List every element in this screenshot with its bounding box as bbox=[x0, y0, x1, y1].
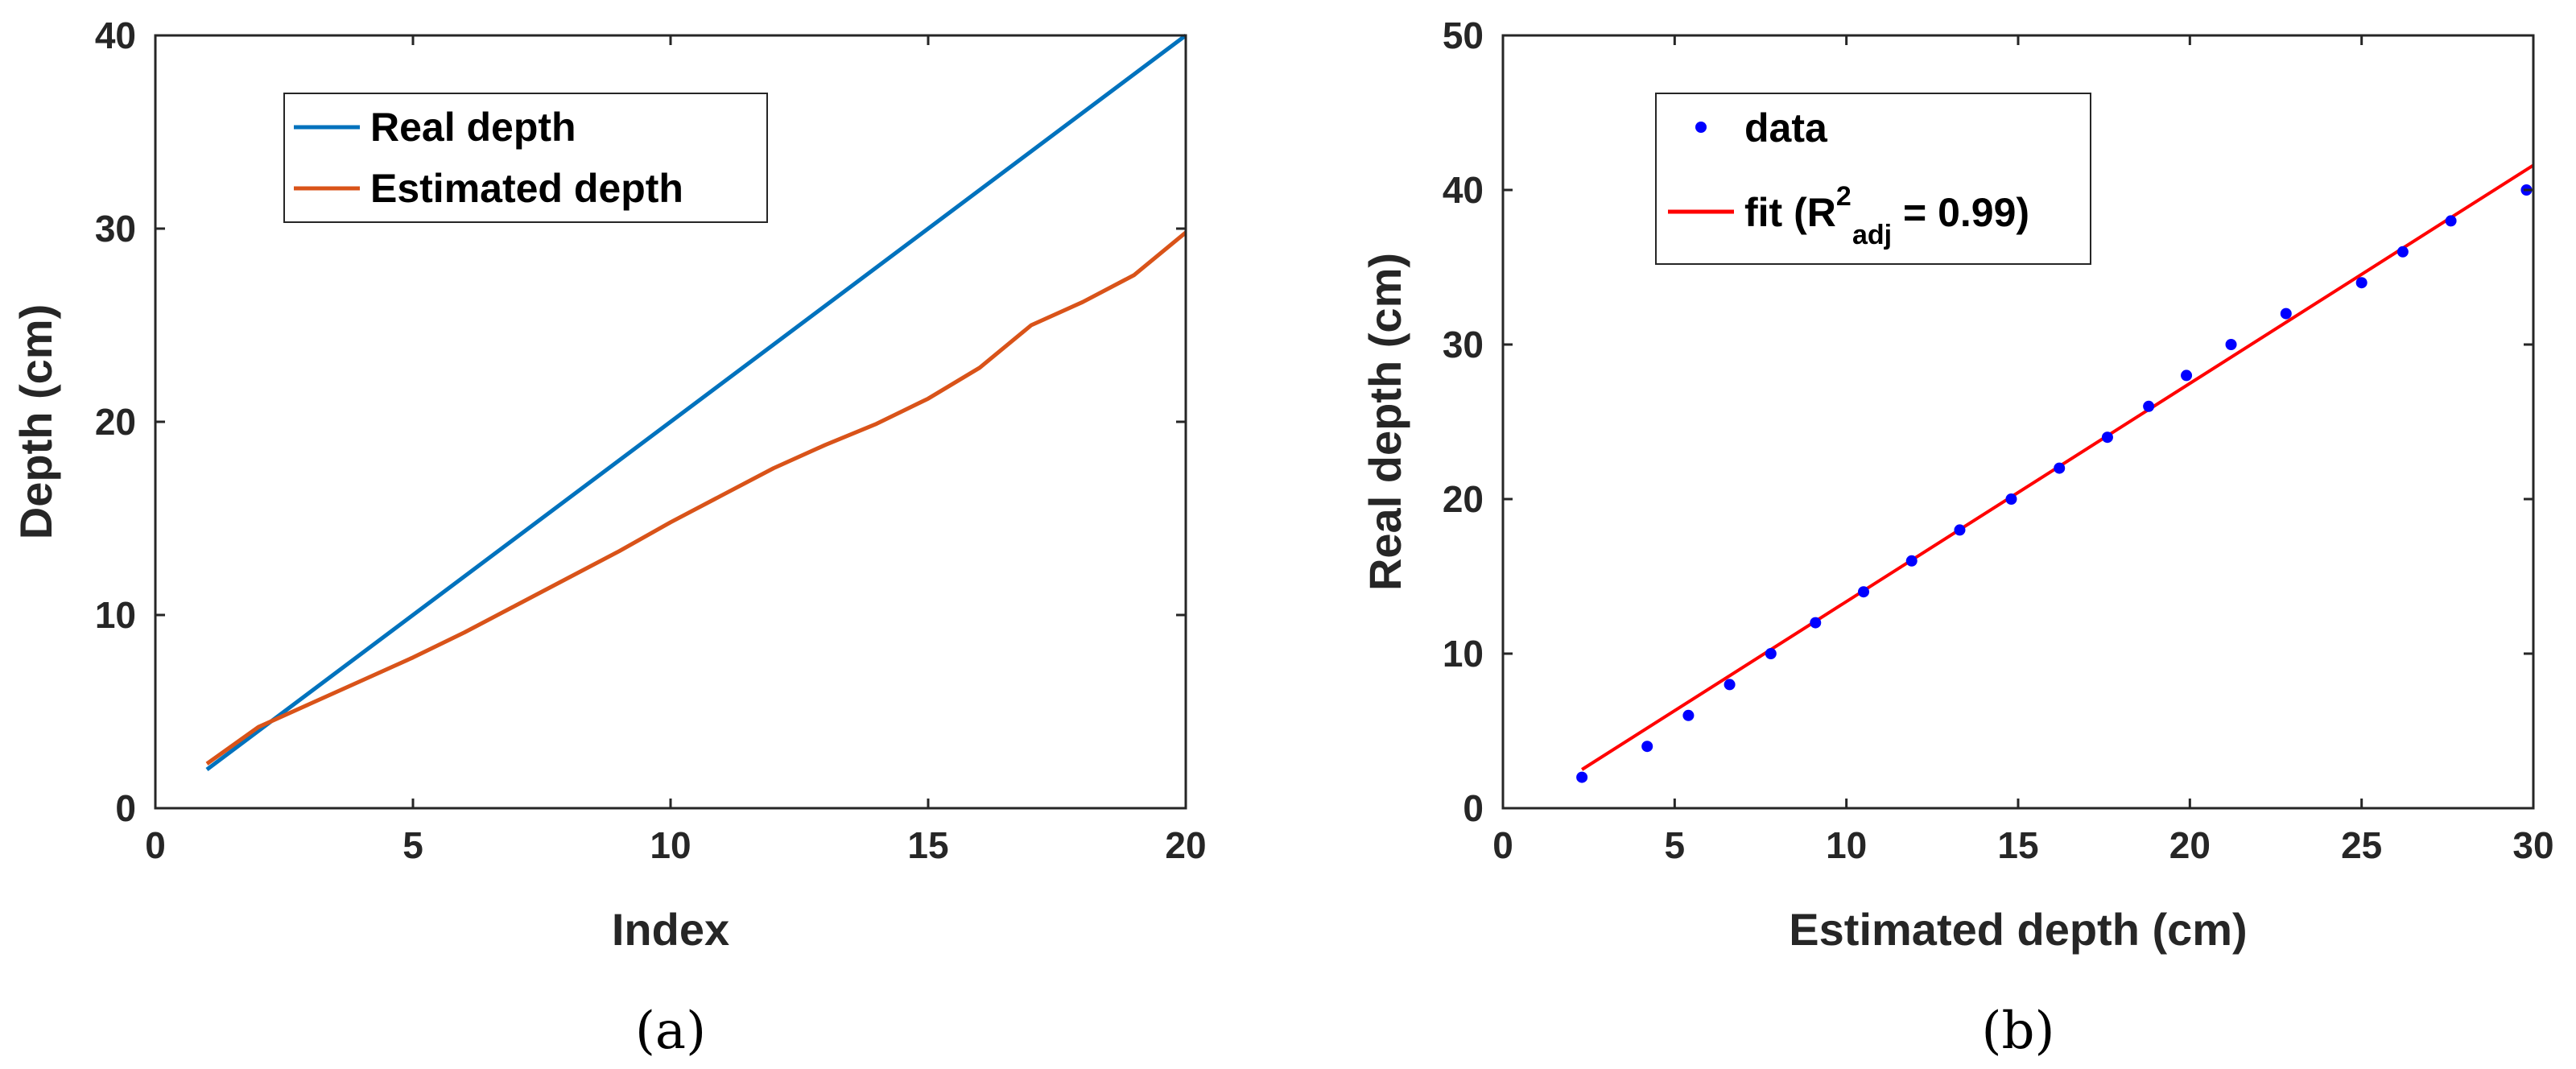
chart-a-xtick-label: 10 bbox=[650, 824, 691, 866]
series-estimated-depth-line bbox=[205, 230, 1187, 766]
chart-b-xtick-label: 5 bbox=[1665, 824, 1686, 866]
legend-fit-label: fit (R2adj = 0.99) bbox=[1744, 181, 2029, 250]
chart-b-xtick-label: 10 bbox=[1826, 824, 1867, 866]
panel-a-label: (a) bbox=[635, 1001, 706, 1061]
series-real-depth-line bbox=[205, 34, 1187, 771]
data-point bbox=[2355, 277, 2368, 289]
data-point bbox=[2054, 462, 2066, 474]
chart-b-ytick-label: 30 bbox=[1443, 324, 1484, 365]
chart-a-ytick-label: 20 bbox=[95, 401, 136, 443]
chart-b: 0 5 10 15 20 25 30 0 10 20 30 40 50 Estimated depth … bbox=[1360, 14, 2554, 1061]
chart-a-xlabel: Index bbox=[612, 904, 729, 955]
chart-a-xtick-label: 5 bbox=[402, 824, 423, 866]
chart-a-ylabel: Depth (cm) bbox=[10, 304, 61, 539]
chart-b-ytick-label: 10 bbox=[1443, 633, 1484, 675]
legend-estimated-depth-label: Estimated depth bbox=[370, 166, 683, 211]
chart-b-ticks: 0 5 10 15 20 25 30 0 10 20 30 40 50 bbox=[1443, 14, 2554, 866]
data-point bbox=[2005, 493, 2017, 505]
legend-fit-sup: 2 bbox=[1836, 181, 1852, 212]
chart-b-ytick-label: 20 bbox=[1443, 478, 1484, 520]
chart-a-legend-box bbox=[283, 93, 768, 223]
data-point bbox=[1724, 679, 1736, 691]
chart-b-legend-box bbox=[1655, 93, 2091, 265]
chart-b-xtick-label: 20 bbox=[2169, 824, 2211, 866]
chart-a-ticks: 0 5 10 15 20 0 10 20 30 40 bbox=[95, 14, 1207, 866]
data-point bbox=[1954, 524, 1966, 536]
chart-a-xtick-label: 15 bbox=[907, 824, 948, 866]
chart-b-xlabel: Estimated depth (cm) bbox=[1789, 904, 2247, 955]
chart-a-ytick-label: 10 bbox=[95, 594, 136, 636]
chart-a: 0 5 10 15 20 0 10 20 30 40 Index Depth (cm) Real … bbox=[10, 14, 1207, 1061]
chart-b-plot-area bbox=[1576, 163, 2535, 783]
chart-b-xtick-label: 0 bbox=[1492, 824, 1513, 866]
chart-a-ytick-label: 40 bbox=[95, 14, 136, 56]
chart-a-ytick-label: 30 bbox=[95, 208, 136, 250]
data-point bbox=[2445, 215, 2457, 227]
chart-b-ylabel: Real depth (cm) bbox=[1360, 253, 1410, 591]
legend-fit-suffix: = 0.99) bbox=[1892, 190, 2029, 235]
data-point bbox=[2181, 369, 2193, 382]
chart-a-xtick-label: 0 bbox=[145, 824, 166, 866]
data-point bbox=[1765, 648, 1777, 659]
chart-b-xtick-label: 30 bbox=[2512, 824, 2553, 866]
data-point bbox=[1905, 555, 1918, 567]
chart-a-legend: Real depth Estimated depth bbox=[283, 93, 768, 223]
chart-b-ytick-label: 40 bbox=[1443, 169, 1484, 211]
data-point bbox=[1641, 741, 1653, 753]
legend-data-marker bbox=[1695, 122, 1707, 133]
legend-fit-prefix: fit (R bbox=[1744, 190, 1836, 235]
data-point bbox=[2101, 431, 2113, 444]
chart-b-xtick-label: 25 bbox=[2341, 824, 2382, 866]
legend-real-depth-label: Real depth bbox=[370, 105, 576, 150]
data-point bbox=[2280, 307, 2292, 320]
chart-b-ytick-label: 50 bbox=[1443, 14, 1484, 56]
chart-a-xtick-label: 20 bbox=[1165, 824, 1206, 866]
chart-b-legend: data fit (R2adj = 0.99) bbox=[1655, 93, 2091, 265]
data-point bbox=[1858, 586, 1869, 598]
legend-fit-sub: adj bbox=[1852, 220, 1892, 250]
chart-b-xtick-label: 15 bbox=[1997, 824, 2038, 866]
data-point bbox=[2143, 400, 2155, 412]
panel-b-label: (b) bbox=[1982, 1001, 2055, 1061]
chart-a-ytick-label: 0 bbox=[115, 787, 136, 829]
legend-data-label: data bbox=[1744, 105, 1828, 151]
data-point bbox=[1810, 617, 1822, 629]
chart-a-plot-area bbox=[205, 34, 1187, 771]
chart-b-ytick-label: 0 bbox=[1463, 787, 1484, 829]
data-point bbox=[1682, 709, 1695, 721]
data-point bbox=[2225, 339, 2237, 350]
data-point bbox=[1576, 771, 1588, 783]
data-point bbox=[2396, 246, 2409, 258]
